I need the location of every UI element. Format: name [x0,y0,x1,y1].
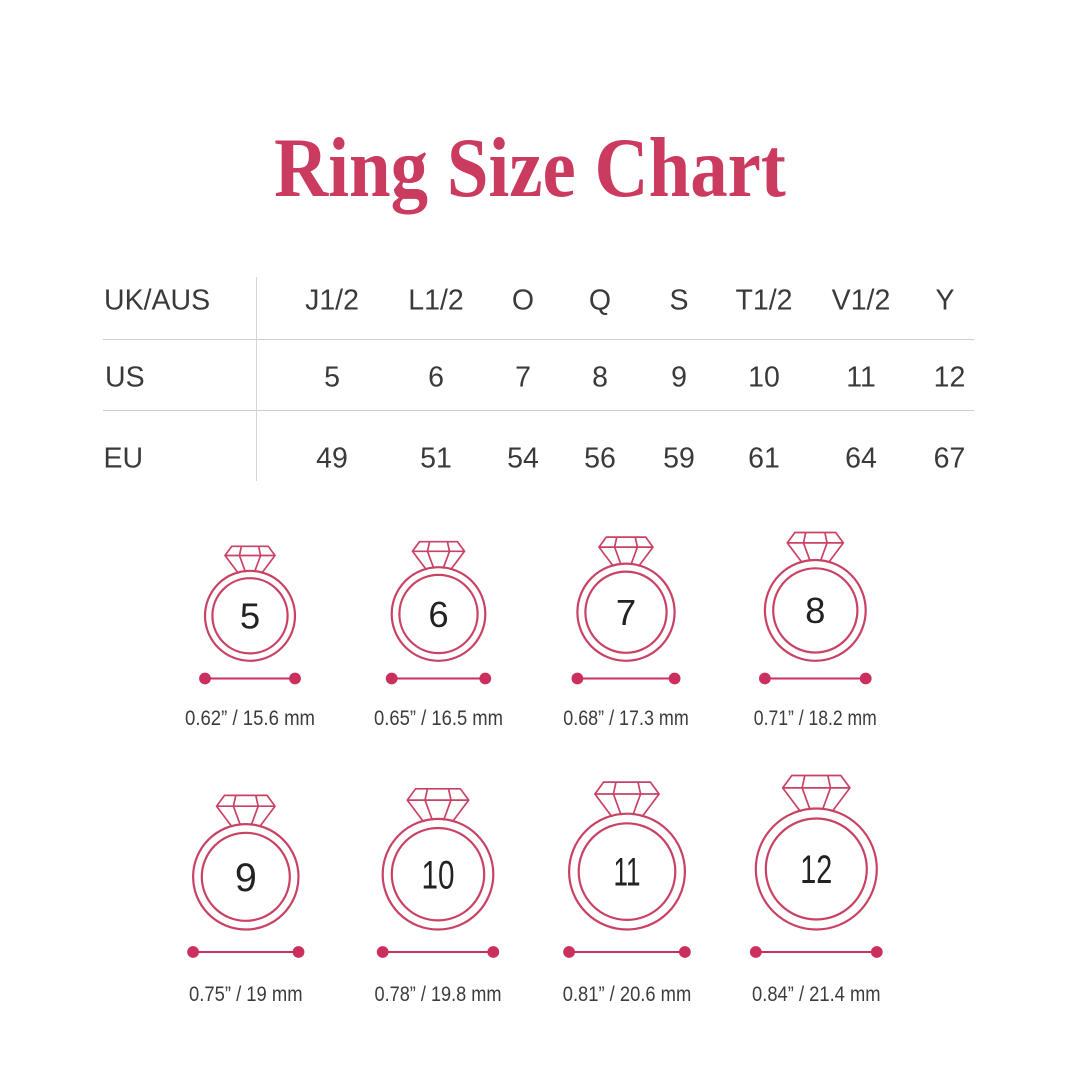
svg-text:0.68” / 17.3 mm: 0.68” / 17.3 mm [563,707,689,730]
svg-text:10: 10 [422,853,455,897]
svg-text:12: 12 [800,848,832,892]
svg-text:11: 11 [614,851,641,895]
svg-text:8: 8 [805,590,825,631]
svg-text:0.71” / 18.2 mm: 0.71” / 18.2 mm [754,707,877,730]
svg-text:0.65” / 16.5 mm: 0.65” / 16.5 mm [374,707,503,730]
svg-text:6: 6 [428,594,448,635]
svg-text:0.75” / 19 mm: 0.75” / 19 mm [189,983,303,1006]
svg-text:0.84” / 21.4 mm: 0.84” / 21.4 mm [752,983,881,1006]
svg-text:0.81” / 20.6 mm: 0.81” / 20.6 mm [563,983,692,1006]
svg-text:0.62” / 15.6 mm: 0.62” / 15.6 mm [185,707,315,730]
svg-text:0.78” / 19.8 mm: 0.78” / 19.8 mm [375,983,502,1006]
svg-text:9: 9 [235,856,257,900]
svg-text:5: 5 [240,596,260,637]
svg-text:7: 7 [616,592,636,633]
